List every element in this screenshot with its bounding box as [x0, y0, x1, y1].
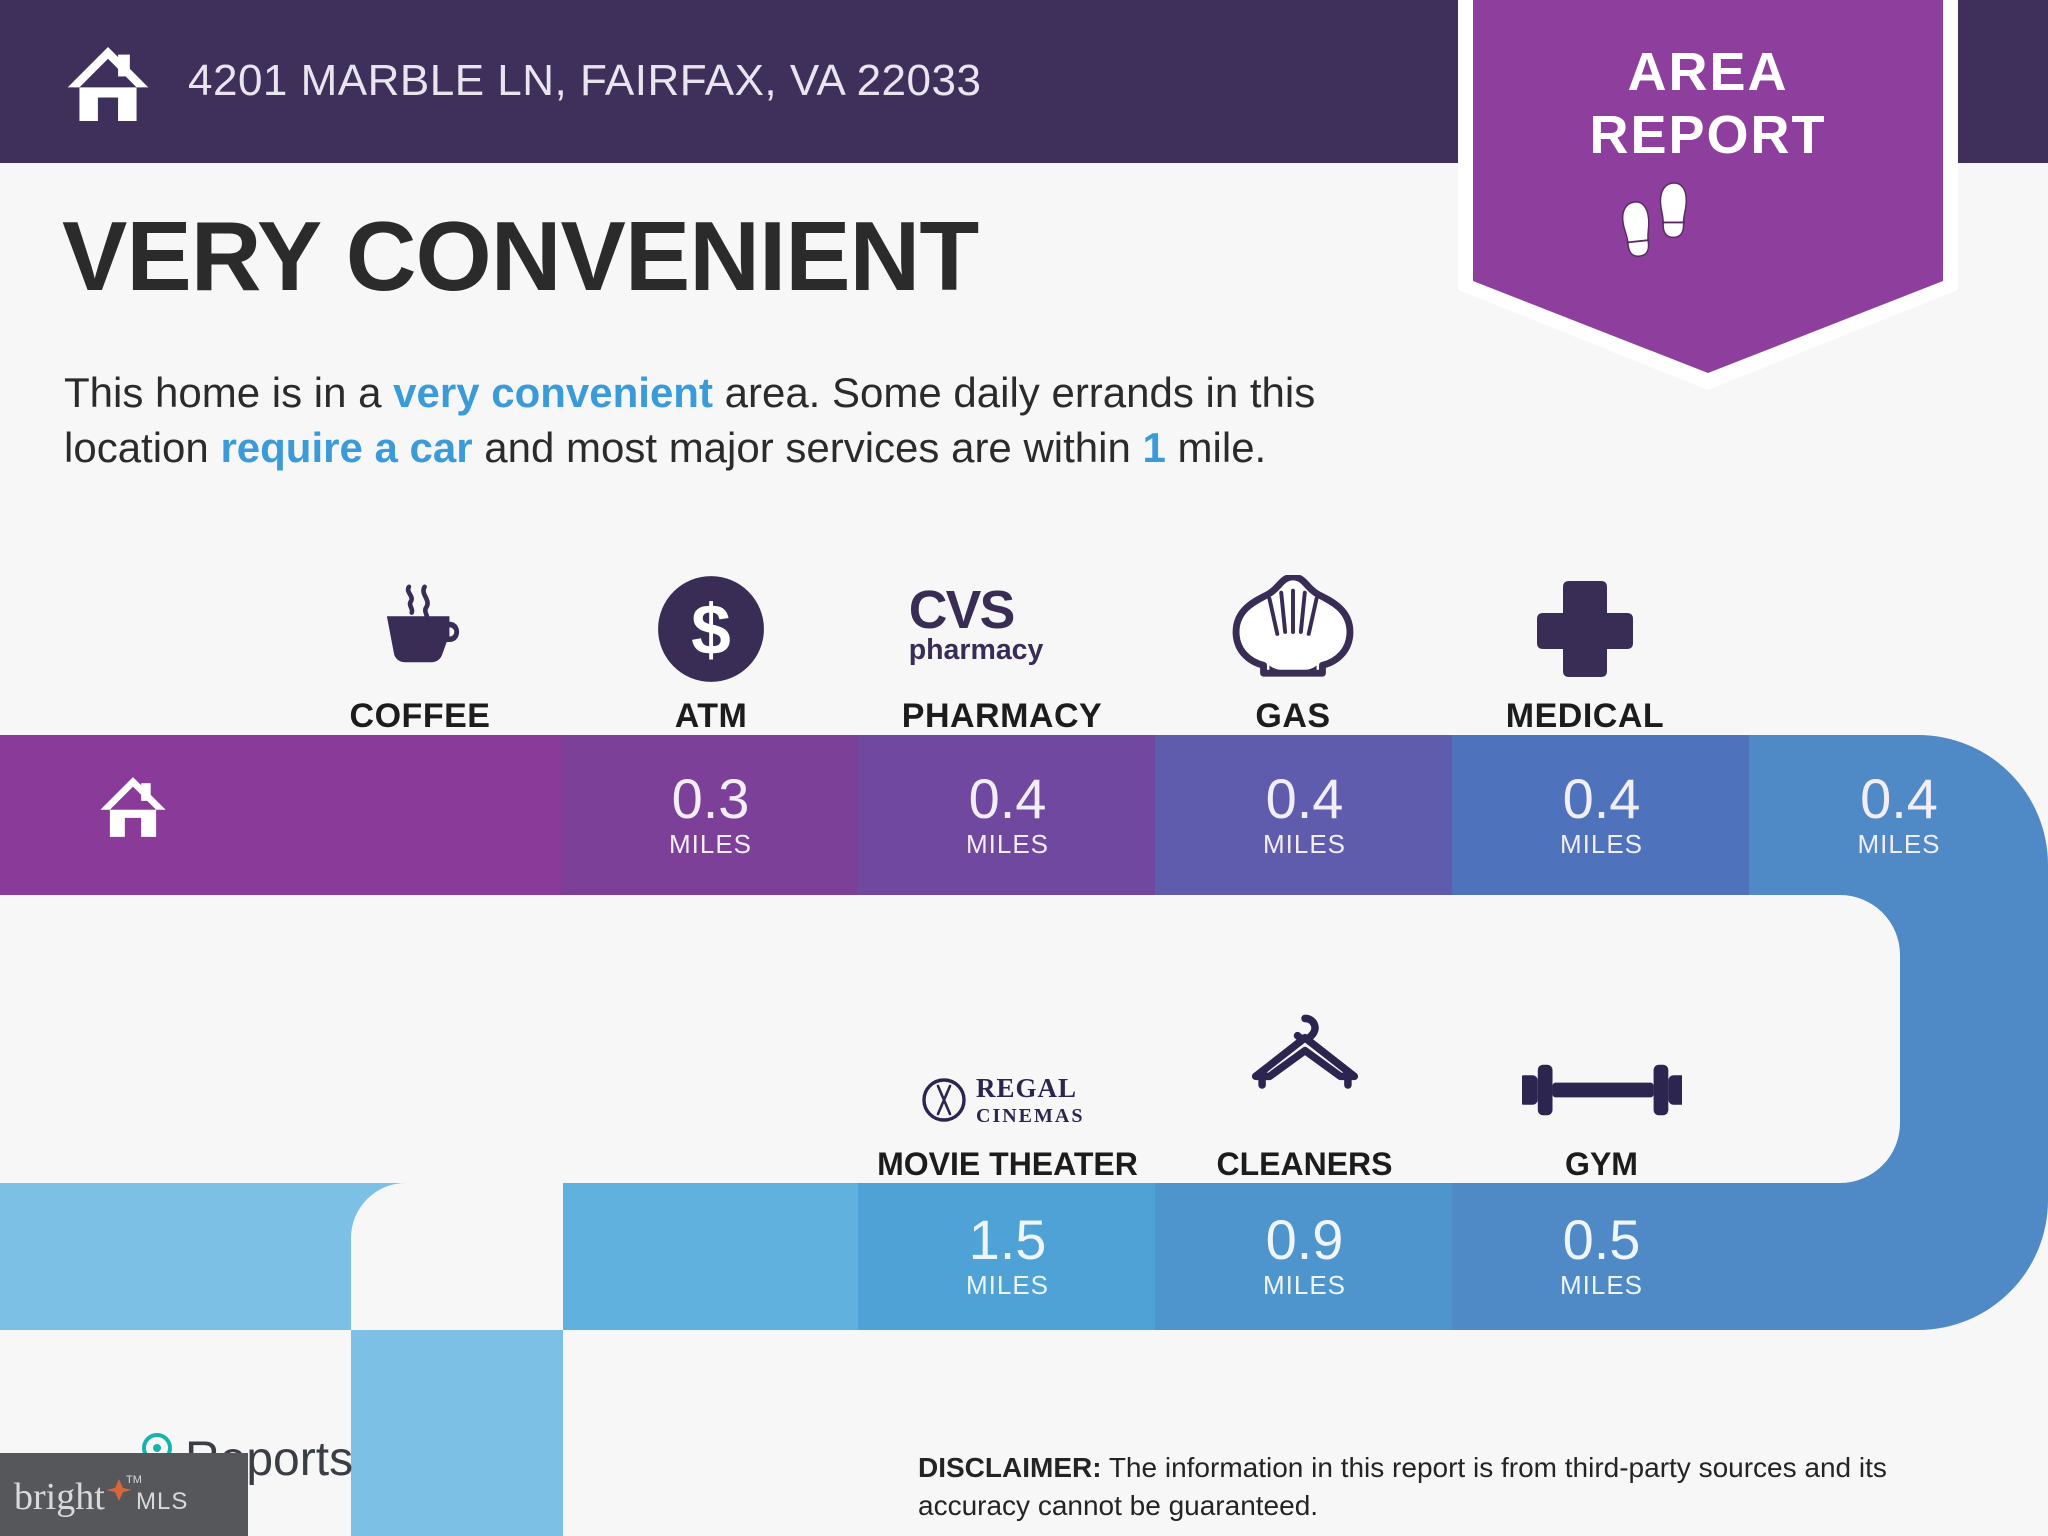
- svg-text:REGAL: REGAL: [976, 1073, 1077, 1103]
- svg-text:bright: bright: [14, 1476, 105, 1518]
- svg-text:REPORT: REPORT: [1589, 105, 1826, 165]
- svg-text:AREA: AREA: [1627, 42, 1788, 102]
- svg-text:MLS: MLS: [136, 1488, 188, 1515]
- svg-text:CINEMAS: CINEMAS: [976, 1105, 1084, 1127]
- svg-text:TM: TM: [126, 1474, 142, 1486]
